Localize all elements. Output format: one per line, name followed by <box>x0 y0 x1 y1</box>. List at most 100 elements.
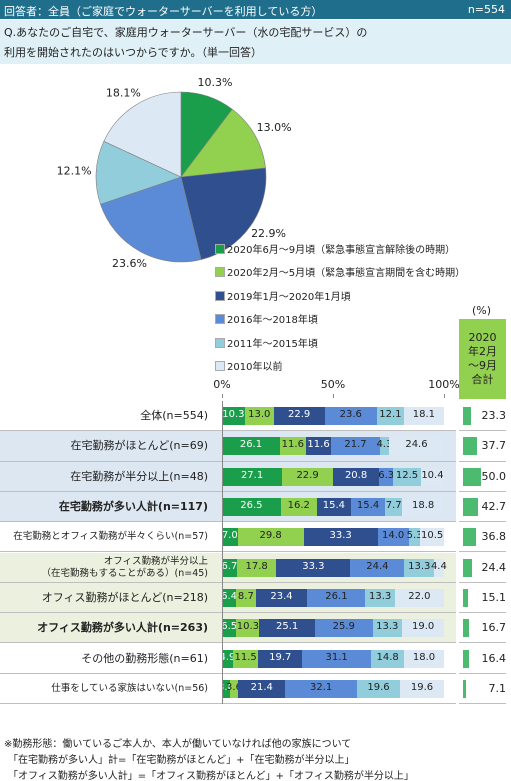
total-bar <box>463 619 469 638</box>
pie-label: 18.1% <box>106 87 141 100</box>
total-bar <box>463 467 481 486</box>
bar-label: 10.5 <box>420 530 444 542</box>
x-tick <box>222 394 223 398</box>
total-bar <box>463 407 472 426</box>
bar-label: 10.4 <box>421 469 444 481</box>
bar-segment <box>333 467 380 486</box>
bar-label: 5.3 <box>406 530 423 542</box>
bar-segment <box>371 649 405 668</box>
legend-label: 2016年～2018年頃 <box>227 315 318 327</box>
pie-slice <box>95 140 182 205</box>
bar-segment <box>356 679 401 698</box>
total-label: 16.7 <box>481 621 507 635</box>
total-bar <box>463 588 469 607</box>
pie-slice <box>180 167 267 260</box>
bar-label: 12.1 <box>379 409 402 421</box>
bar-label: 10.3 <box>222 409 245 421</box>
question-line: Q.あなたのご自宅で、家庭用ウォーターサーバー（水の宅配サービス）の <box>4 26 368 39</box>
bar-segment <box>404 649 444 668</box>
bar-label: 19.6 <box>367 681 390 693</box>
bar-segment <box>408 528 421 547</box>
bar-segment <box>222 619 237 638</box>
bar-label: 26.1 <box>239 439 263 451</box>
bar-label: 14.8 <box>376 651 399 663</box>
bar-segment <box>222 679 230 698</box>
bar-segment <box>379 467 394 486</box>
pie-slice <box>180 108 266 178</box>
bar-segment <box>222 467 283 486</box>
total-bar <box>463 679 466 698</box>
bar-segment <box>402 498 444 517</box>
bar-segment <box>236 619 260 638</box>
total-cell <box>459 553 506 583</box>
bar-segment <box>255 588 308 607</box>
total-header: 2020年2月～9月合計 <box>459 319 506 399</box>
legend-label: 2019年1月～2020年1月頃 <box>227 291 351 303</box>
bar-label: 8.7 <box>237 590 254 602</box>
total-cell <box>459 401 506 432</box>
bar-segment <box>258 649 303 668</box>
total-label: 37.7 <box>481 439 507 453</box>
legend-swatch <box>215 290 225 301</box>
total-bar <box>463 558 472 577</box>
bar-label: 12.5 <box>395 469 419 481</box>
total-bar <box>463 528 477 547</box>
bar-label: 25.9 <box>332 621 355 633</box>
bar-segment <box>393 467 421 486</box>
bar-segment <box>316 498 351 517</box>
pie-slice <box>100 176 202 263</box>
bar-segment <box>372 619 403 638</box>
total-cell <box>459 583 506 614</box>
bar-segment <box>236 558 277 577</box>
bar-segment <box>279 437 306 456</box>
total-label: 7.1 <box>488 681 507 695</box>
bar-label: 21.7 <box>344 439 367 451</box>
footnote: ※勤務形態：働いているご本人か、本人が働いていなければ他の家族について <box>4 739 352 750</box>
bar-label: 11.6 <box>281 439 304 451</box>
bar-label: 29.8 <box>259 530 282 542</box>
header-bar <box>0 0 511 19</box>
pie-label: 23.6% <box>112 257 147 270</box>
legend-label: 2010年以前 <box>227 362 283 373</box>
bar-label: 26.5 <box>240 500 263 512</box>
unit-label: (%) <box>472 304 492 317</box>
bar-segment <box>303 528 378 547</box>
header-n: n=554 <box>467 3 505 16</box>
bar-label: 6.7 <box>221 560 238 572</box>
bar-segment <box>377 528 409 547</box>
total-label: 15.1 <box>481 590 507 604</box>
row-label: 在宅勤務が多い人計(n=117) <box>58 500 208 514</box>
bar-segment <box>285 679 357 698</box>
bar-label: 4.3 <box>376 439 393 451</box>
footnote: 「オフィス勤務が多い人計」=「オフィス勤務がほとんど」+「オフィス勤務が半分以上… <box>8 771 414 781</box>
bar-label: 6.3 <box>378 469 395 481</box>
bar-label: 26.1 <box>325 590 348 602</box>
total-label: 24.4 <box>481 560 507 574</box>
bar-label: 18.0 <box>412 651 436 663</box>
question-box <box>0 20 511 64</box>
bar-segment <box>389 437 444 456</box>
bar-label: 7.0 <box>221 530 238 542</box>
bar-label: 11.5 <box>234 651 257 663</box>
pie-chart: 10.3% 13.0% 22.9% 23.6% 12.1% 18.1% <box>57 76 292 270</box>
total-bar <box>463 649 469 668</box>
bar-segment <box>315 619 373 638</box>
bar-label: 11.6 <box>307 439 330 451</box>
bar-label: 16.2 <box>287 500 310 512</box>
bar-label: 13.3 <box>369 590 392 602</box>
bar-segment <box>394 588 444 607</box>
footnote: 「在宅勤務が多い人」計=「在宅勤務がほとんど」+「在宅勤務が半分以上」 <box>8 755 355 766</box>
row-label: 全体(n=554) <box>140 409 208 423</box>
total-label: 36.8 <box>481 530 507 544</box>
bar-segment <box>402 619 445 638</box>
bar-segment <box>307 588 366 607</box>
row-label: オフィス勤務が多い人計(n=263) <box>37 621 208 635</box>
bar-segment <box>222 498 281 517</box>
legend-label: 2020年6月～9月頃（緊急事態宣言解除後の時期） <box>227 245 456 256</box>
bar-label: 14.0 <box>382 530 405 542</box>
bar-label: 22.0 <box>408 590 431 602</box>
bar-label: 6.5 <box>221 621 238 633</box>
bar-segment <box>324 407 377 426</box>
x-tick <box>333 394 334 398</box>
bar-segment <box>404 558 434 577</box>
